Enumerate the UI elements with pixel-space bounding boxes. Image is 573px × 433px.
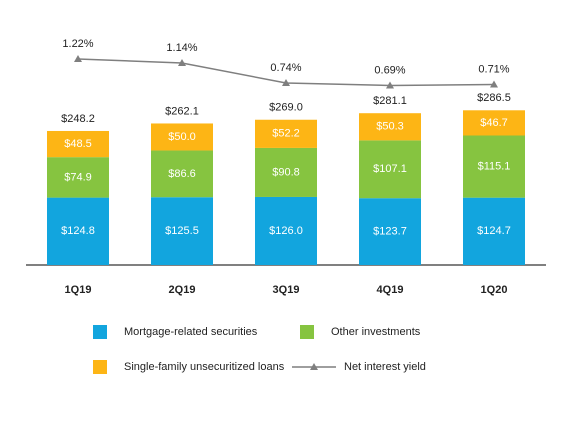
bar-segment — [47, 197, 109, 265]
total-label: $286.5 — [477, 92, 511, 104]
legend-label: Net interest yield — [344, 361, 426, 373]
bar-segment — [463, 110, 525, 136]
bar-segment — [359, 198, 421, 265]
value-label: $74.9 — [64, 171, 92, 183]
value-label: $48.5 — [64, 138, 92, 150]
legend-swatch — [93, 360, 107, 374]
line-value-label: 1.14% — [166, 42, 197, 54]
value-label: $123.7 — [373, 226, 407, 238]
total-label: $262.1 — [165, 105, 199, 117]
x-tick-label: 3Q19 — [273, 284, 300, 296]
line-marker — [178, 59, 186, 66]
bar-segment — [47, 157, 109, 198]
bar-segment — [255, 119, 317, 148]
line-marker — [386, 81, 394, 89]
line-value-label: 0.69% — [374, 64, 405, 76]
legend-label: Mortgage-related securities — [124, 326, 258, 338]
bar-segment — [463, 197, 525, 265]
value-label: $50.3 — [376, 121, 404, 133]
line-marker — [74, 55, 82, 62]
bar-segment — [463, 135, 525, 198]
x-tick-label: 1Q20 — [481, 284, 508, 296]
line-value-label: 0.74% — [270, 62, 301, 74]
value-label: $126.0 — [269, 225, 303, 237]
legend-swatch — [300, 325, 314, 339]
bar-segment — [47, 130, 109, 158]
x-tick-label: 1Q19 — [65, 284, 92, 296]
bar-segment — [151, 197, 213, 265]
bar-segment — [151, 150, 213, 198]
line-value-label: 0.71% — [478, 63, 509, 75]
value-label: $86.6 — [168, 168, 196, 180]
value-label: $107.1 — [373, 163, 407, 175]
legend-marker — [310, 363, 318, 370]
bar-segment — [359, 113, 421, 141]
value-label: $46.7 — [480, 117, 508, 129]
bar-segment — [359, 140, 421, 199]
legend-swatch — [93, 325, 107, 339]
value-label: $115.1 — [478, 160, 511, 172]
value-label: $50.0 — [168, 131, 196, 143]
value-label: $124.8 — [61, 225, 95, 237]
value-label: $124.7 — [477, 225, 511, 237]
line-marker — [490, 80, 498, 88]
legend-label: Single-family unsecuritized loans — [124, 361, 285, 373]
value-label: $52.2 — [272, 128, 300, 140]
bar-segment — [255, 196, 317, 265]
legend-label: Other investments — [331, 326, 421, 338]
total-label: $269.0 — [269, 102, 303, 114]
value-label: $90.8 — [272, 166, 300, 178]
bar-segment — [255, 147, 317, 197]
total-label: $248.2 — [61, 113, 95, 125]
value-label: $125.5 — [165, 225, 199, 237]
bar-segment — [151, 123, 213, 151]
line-marker — [282, 79, 290, 86]
line-value-label: 1.22% — [62, 38, 93, 50]
total-label: $281.1 — [373, 95, 407, 107]
x-tick-label: 2Q19 — [169, 284, 196, 296]
x-tick-label: 4Q19 — [377, 284, 404, 296]
